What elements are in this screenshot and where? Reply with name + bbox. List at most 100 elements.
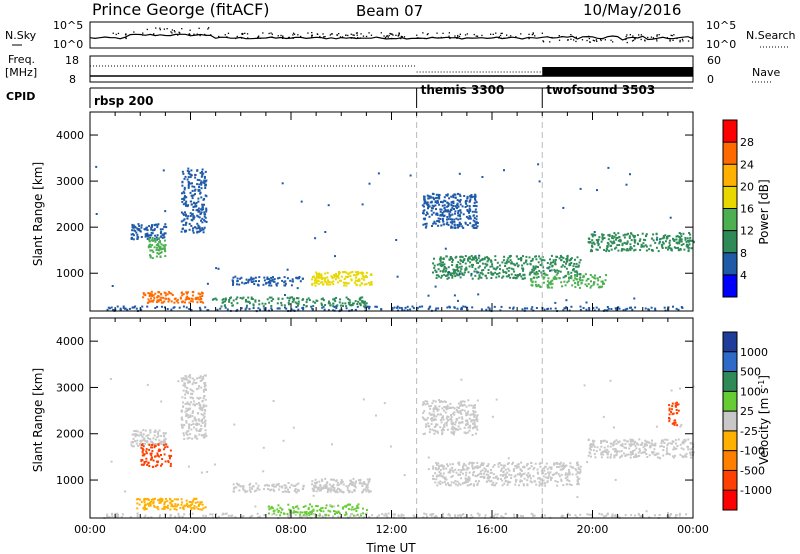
data-cell: [682, 232, 685, 235]
data-cell: [665, 240, 667, 243]
data-cell: [458, 482, 461, 485]
data-cell: [615, 516, 618, 519]
data-cell: [280, 511, 283, 514]
data-cell: [443, 196, 446, 199]
data-cell: [138, 228, 141, 231]
data-cell: [364, 482, 367, 485]
data-cell: [168, 292, 171, 295]
data-cell: [191, 197, 194, 200]
data-cell: [276, 307, 279, 310]
data-cell: [503, 482, 506, 485]
data-cell: [486, 465, 489, 467]
nsky-point: [456, 37, 458, 39]
data-cell: [421, 403, 424, 406]
data-cell: [148, 443, 151, 446]
data-cell: [158, 516, 161, 519]
data-cell: [597, 279, 600, 282]
data-cell: [509, 262, 512, 265]
data-cell: [610, 241, 613, 244]
nsky-point: [329, 34, 331, 36]
data-cell: [579, 470, 582, 473]
colorbar-swatch: [723, 142, 737, 165]
data-cell: [335, 272, 338, 275]
data-cell: [158, 429, 161, 432]
data-cell: [185, 415, 187, 417]
data-cell: [629, 248, 632, 251]
data-cell: [187, 465, 190, 468]
data-cell: [429, 428, 431, 431]
data-cell: [533, 480, 536, 483]
data-cell: [262, 446, 265, 449]
data-cell: [153, 223, 156, 226]
nsky-point: [506, 34, 508, 36]
data-cell: [192, 227, 194, 230]
data-cell: [613, 426, 615, 429]
data-cell: [337, 515, 340, 518]
data-cell: [476, 482, 479, 485]
data-cell: [332, 515, 334, 518]
colorbar-tick-label: 500: [740, 366, 761, 379]
data-cell: [442, 472, 445, 475]
data-cell: [563, 307, 566, 310]
nsky-point: [205, 34, 207, 37]
data-cell: [625, 453, 628, 456]
data-cell: [400, 513, 403, 516]
data-cell: [199, 230, 202, 233]
nsky-point: [356, 34, 358, 36]
data-cell: [314, 478, 317, 481]
data-cell: [162, 434, 165, 437]
data-cell: [161, 500, 164, 502]
data-cell: [176, 298, 179, 301]
data-cell: [242, 488, 245, 491]
data-cell: [483, 467, 486, 470]
data-cell: [339, 279, 341, 282]
data-cell: [112, 309, 115, 311]
data-cell: [199, 309, 202, 312]
data-cell: [202, 301, 205, 304]
data-cell: [367, 281, 370, 284]
data-cell: [447, 415, 450, 418]
data-cell: [117, 515, 120, 518]
data-cell: [543, 467, 545, 470]
data-cell: [295, 306, 298, 308]
data-cell: [678, 514, 681, 517]
data-cell: [432, 477, 434, 480]
data-cell: [146, 235, 149, 238]
data-cell: [441, 475, 444, 477]
data-cell: [151, 465, 154, 468]
nsky-point: [481, 34, 483, 37]
data-cell: [449, 221, 452, 224]
data-cell: [499, 478, 502, 480]
data-cell: [589, 274, 592, 276]
data-cell: [204, 398, 207, 401]
data-cell: [264, 302, 267, 305]
data-cell: [200, 501, 203, 504]
data-cell: [272, 400, 275, 402]
data-cell: [189, 173, 192, 176]
data-cell: [272, 488, 275, 491]
data-cell: [136, 507, 139, 510]
data-cell: [579, 465, 582, 468]
nsearch-tick-high: 10^5: [706, 19, 736, 32]
data-cell: [547, 475, 550, 478]
data-cell: [469, 261, 472, 264]
data-cell: [368, 491, 371, 494]
data-cell: [526, 263, 529, 266]
data-cell: [428, 215, 431, 218]
data-cell: [472, 406, 475, 409]
data-cell: [262, 470, 265, 473]
data-cell: [475, 218, 478, 221]
data-cell: [593, 243, 596, 246]
data-cell: [183, 434, 185, 437]
nsky-point: [395, 34, 397, 36]
data-cell: [163, 291, 166, 294]
data-cell: [562, 276, 565, 279]
data-cell: [293, 297, 296, 300]
data-cell: [322, 510, 325, 513]
data-cell: [272, 280, 275, 283]
data-cell: [446, 193, 449, 196]
data-cell: [461, 205, 464, 208]
data-cell: [160, 434, 163, 437]
data-cell: [429, 513, 432, 516]
